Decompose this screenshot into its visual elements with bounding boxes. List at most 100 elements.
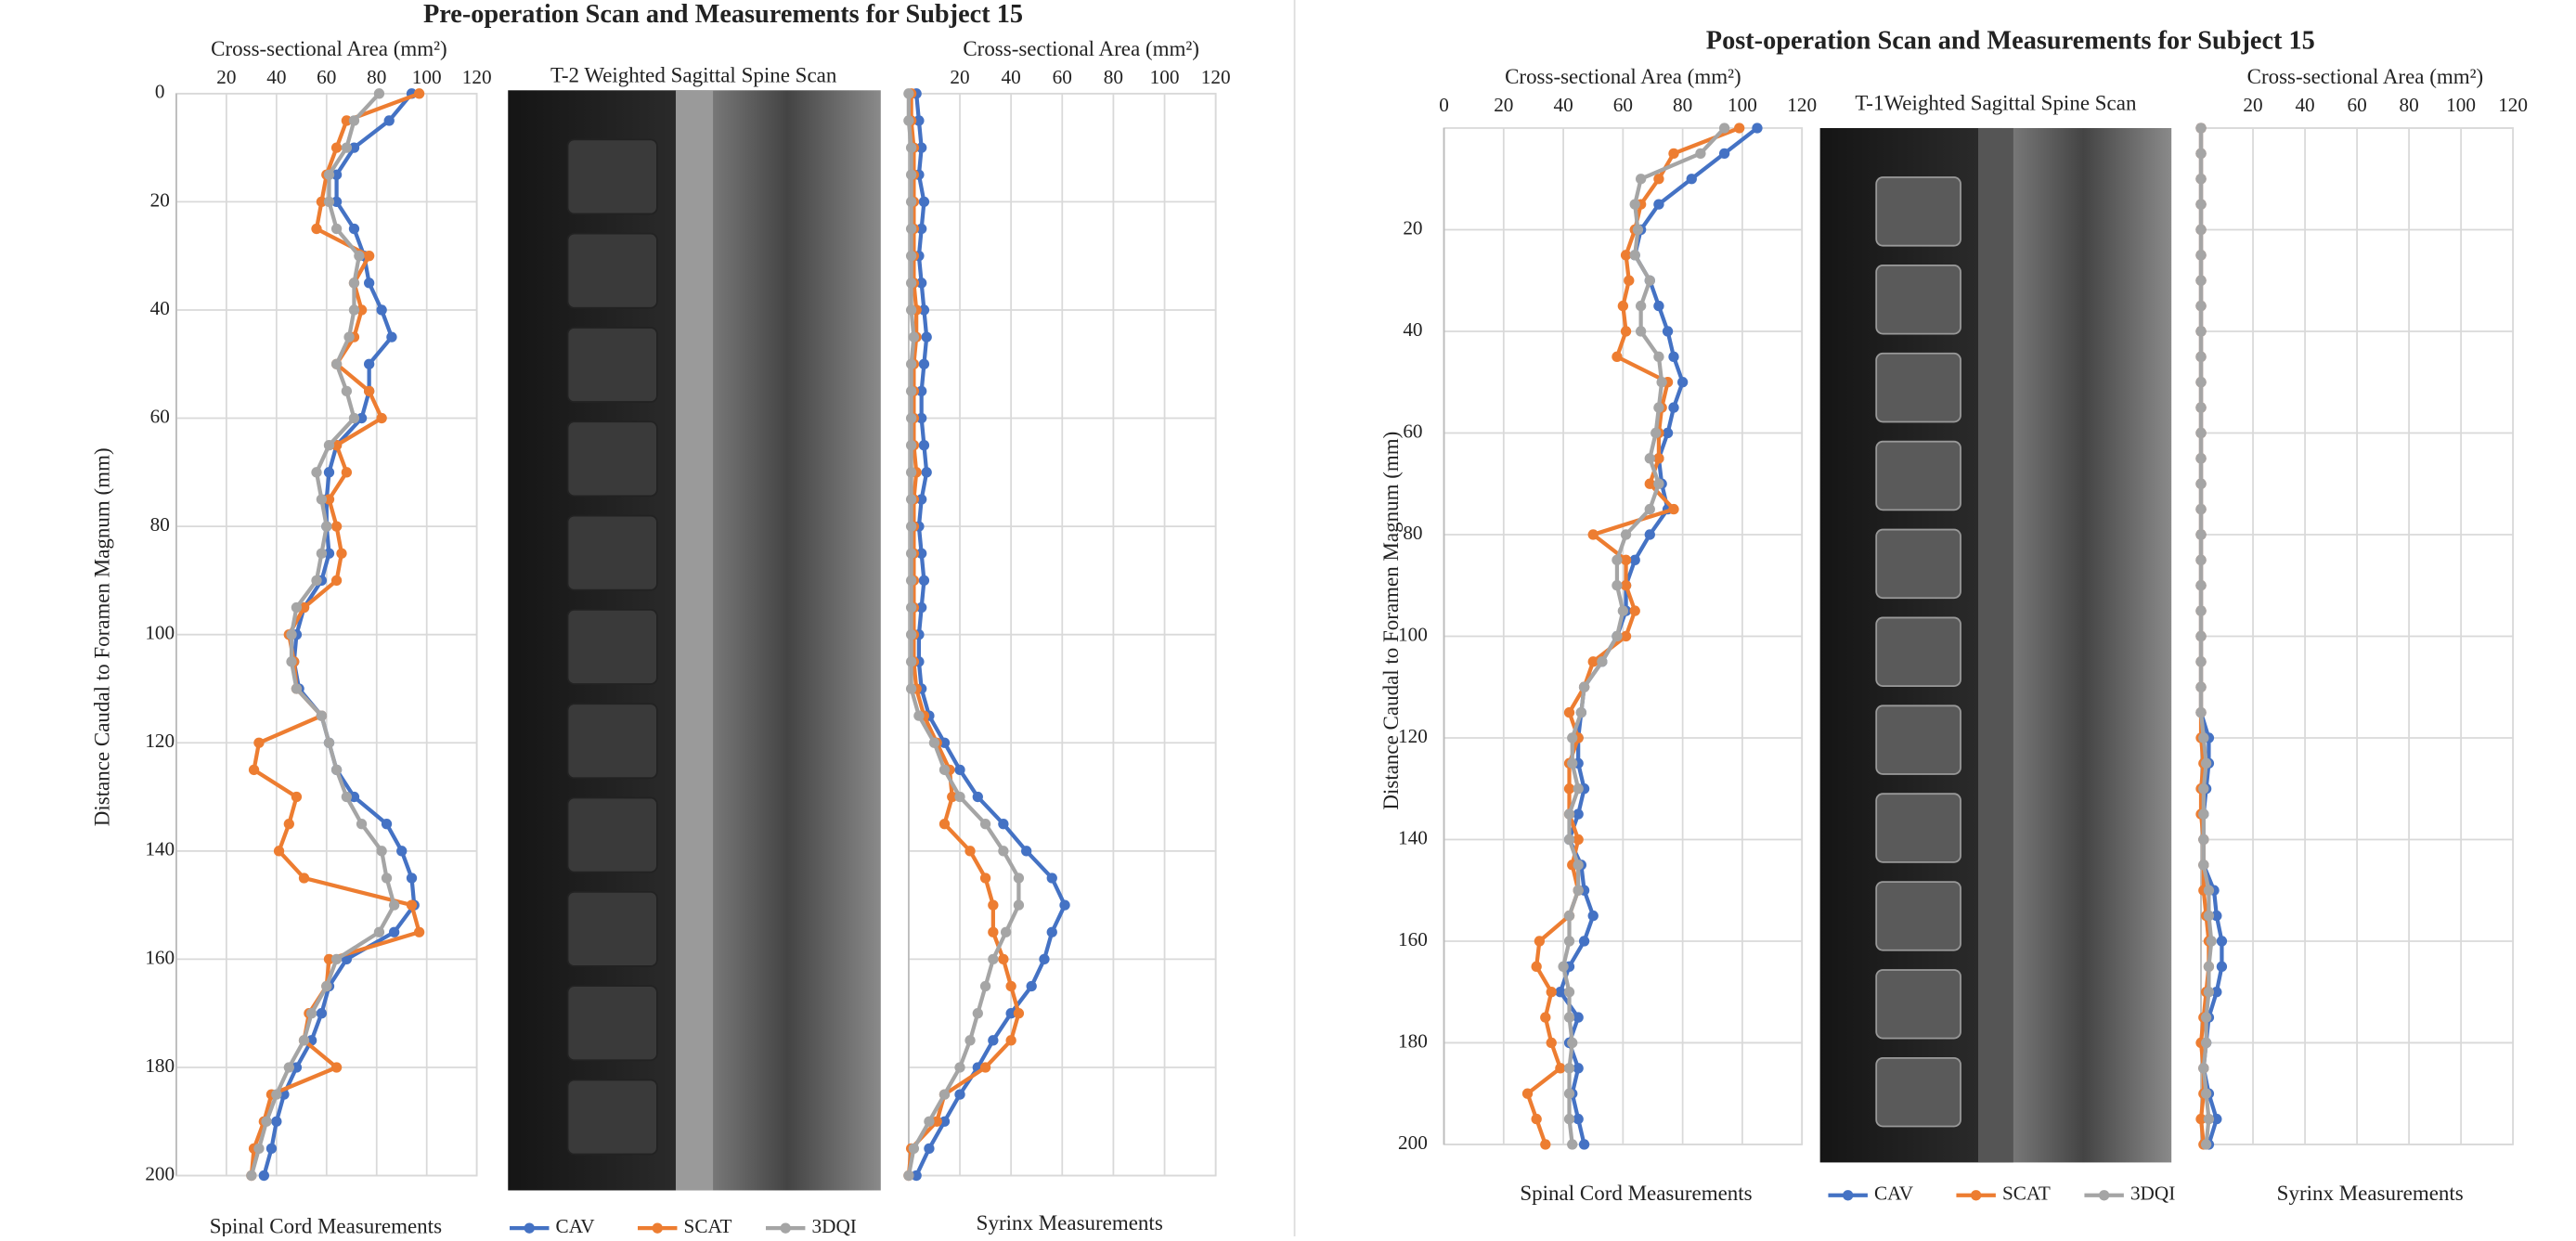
data-point (323, 548, 335, 559)
x-tick-label: 40 (266, 66, 286, 88)
data-point (938, 819, 951, 830)
mri-scan (1819, 127, 2172, 1163)
x-tick-label: 20 (950, 66, 969, 88)
x-tick-label: 80 (1673, 94, 1692, 116)
data-point (905, 142, 917, 153)
data-point (905, 358, 917, 369)
data-point (1644, 453, 1655, 464)
data-point (938, 1089, 951, 1100)
data-point (388, 926, 400, 937)
y-tick-label: 160 (145, 946, 175, 968)
data-point (2198, 1063, 2209, 1074)
data-point (1668, 351, 1679, 363)
data-point (298, 1035, 310, 1046)
data-point (1578, 936, 1590, 947)
data-point (1575, 706, 1587, 718)
data-point (938, 1116, 951, 1127)
legend-marker (780, 1222, 791, 1234)
data-point (2195, 250, 2207, 261)
data-point (998, 953, 1009, 965)
data-point (1013, 899, 1025, 911)
data-point (323, 467, 335, 478)
data-point (1662, 427, 1674, 439)
data-point (348, 115, 360, 126)
data-point (2195, 656, 2207, 667)
data-point (381, 873, 393, 884)
x-tick-label: 40 (1553, 94, 1573, 116)
x-tick-label: 80 (1104, 66, 1123, 88)
data-point (1620, 554, 1632, 565)
data-point (291, 1062, 303, 1073)
data-point (2195, 199, 2207, 210)
data-point (988, 926, 999, 937)
data-point (1635, 300, 1647, 312)
y-tick-label: 160 (1398, 928, 1428, 950)
data-point (2203, 910, 2215, 922)
data-point (1531, 961, 1542, 972)
data-point (1563, 1088, 1575, 1099)
data-point (1026, 980, 1037, 992)
x-tick-label: 100 (2446, 94, 2476, 116)
x-tick-label: 60 (1613, 94, 1633, 116)
data-point (363, 278, 375, 289)
data-point (2211, 1113, 2222, 1125)
data-point (2200, 1088, 2212, 1099)
data-point (908, 1143, 920, 1155)
y-tick-label: 120 (1398, 725, 1428, 747)
data-point (363, 358, 375, 369)
data-point (1612, 580, 1623, 591)
data-point (356, 412, 368, 424)
vertebra (566, 138, 658, 215)
data-point (253, 1143, 265, 1155)
data-point (1653, 402, 1664, 413)
data-point (905, 304, 917, 316)
data-point (316, 710, 328, 721)
data-point (1005, 1008, 1016, 1019)
data-point (1597, 656, 1608, 667)
data-point (916, 494, 927, 505)
x-tick-label: 60 (2347, 94, 2366, 116)
data-point (1563, 808, 1575, 820)
data-point (2195, 554, 2207, 565)
data-point (2211, 910, 2222, 922)
data-point (356, 304, 368, 316)
data-point (2203, 885, 2215, 896)
data-point (1644, 275, 1655, 286)
data-point (283, 1062, 294, 1073)
data-point (1563, 1012, 1575, 1023)
data-point (330, 223, 343, 235)
data-point (330, 196, 343, 208)
data-point (1620, 326, 1632, 337)
data-point (1644, 529, 1655, 540)
data-point (1718, 123, 1730, 134)
x-tick-label: 80 (367, 66, 386, 88)
data-point (1531, 1113, 1542, 1125)
vertebra (1875, 793, 1961, 863)
data-point (348, 278, 360, 289)
vertebra (566, 985, 658, 1062)
x-axis-label: Cross-sectional Area (mm²) (2247, 65, 2484, 88)
data-point (1635, 174, 1647, 185)
y-tick-label: 200 (145, 1162, 175, 1184)
data-point (2198, 732, 2209, 743)
data-point (298, 601, 310, 614)
data-point (2203, 961, 2215, 972)
legend-label: 3DQI (2130, 1183, 2175, 1205)
data-point (1612, 351, 1623, 363)
vertebra (566, 232, 658, 309)
data-point (1644, 503, 1655, 515)
data-point (396, 846, 408, 857)
data-point (316, 494, 328, 505)
data-point (979, 873, 991, 884)
data-point (2195, 503, 2207, 515)
x-tick-label: 120 (1201, 66, 1231, 88)
data-point (1046, 873, 1057, 884)
data-point (258, 1170, 270, 1182)
data-point (916, 223, 927, 235)
data-point (1563, 783, 1575, 795)
data-point (1578, 1139, 1590, 1150)
x-tick-label: 120 (2498, 94, 2528, 116)
data-point (330, 521, 343, 532)
legend-label: CAV (556, 1215, 596, 1236)
